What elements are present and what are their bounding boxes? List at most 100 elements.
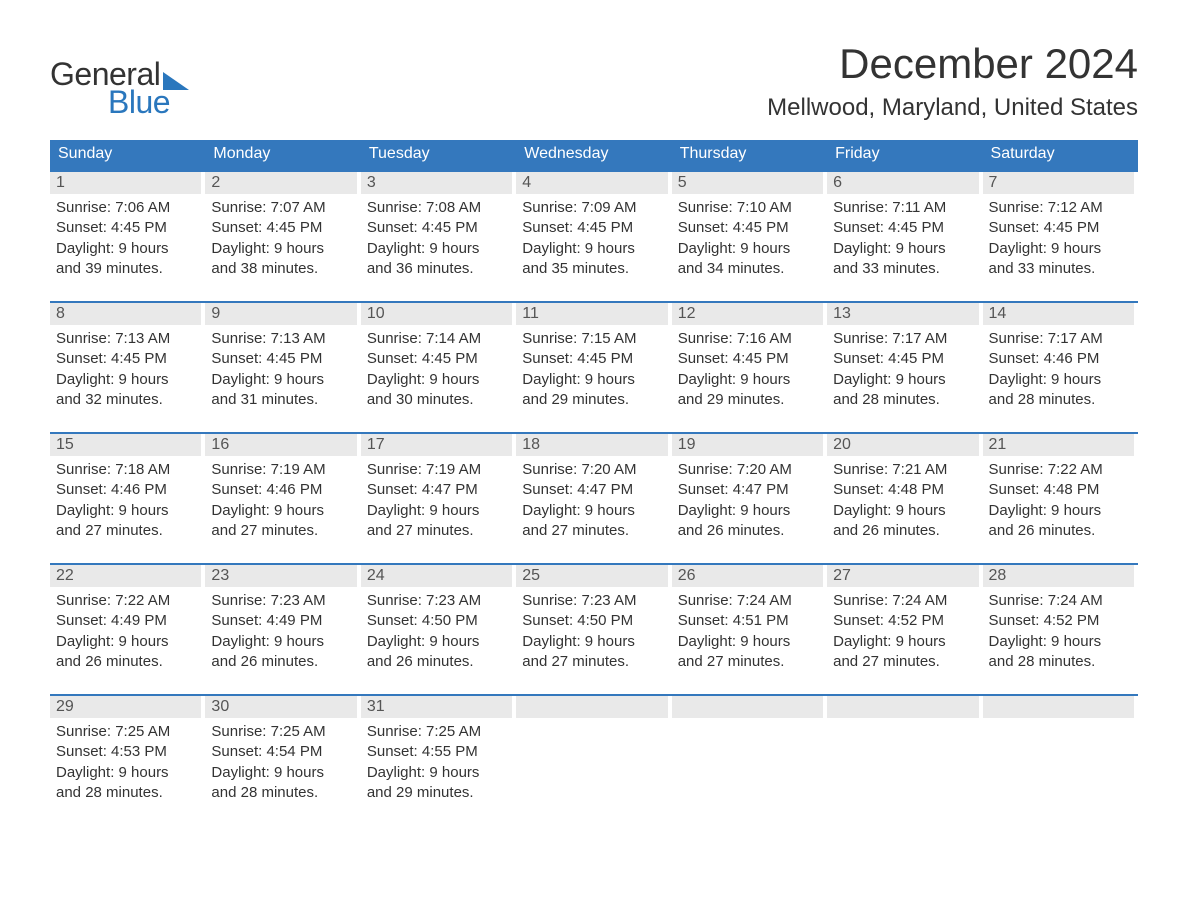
sunrise: Sunrise: 7:13 AM [56, 329, 197, 349]
day-number: 10 [361, 303, 512, 325]
sunrise: Sunrise: 7:23 AM [522, 591, 663, 611]
sunrise: Sunrise: 7:19 AM [367, 460, 508, 480]
logo-word-blue: Blue [108, 86, 189, 118]
sunset: Sunset: 4:45 PM [522, 218, 663, 238]
sunset: Sunset: 4:45 PM [367, 349, 508, 369]
sunset: Sunset: 4:45 PM [56, 349, 197, 369]
day-number: 25 [516, 565, 667, 587]
sunset: Sunset: 4:50 PM [367, 611, 508, 631]
daylight-line1: Daylight: 9 hours [989, 239, 1130, 259]
day-details: Sunrise: 7:17 AMSunset: 4:46 PMDaylight:… [983, 325, 1134, 414]
calendar: Sunday Monday Tuesday Wednesday Thursday… [50, 140, 1138, 807]
day-number: 7 [983, 172, 1134, 194]
daylight-line2: and 31 minutes. [211, 390, 352, 410]
sunrise: Sunrise: 7:19 AM [211, 460, 352, 480]
day-details: Sunrise: 7:06 AMSunset: 4:45 PMDaylight:… [50, 194, 201, 283]
day-details: Sunrise: 7:16 AMSunset: 4:45 PMDaylight:… [672, 325, 823, 414]
daylight-line1: Daylight: 9 hours [56, 632, 197, 652]
daylight-line2: and 32 minutes. [56, 390, 197, 410]
day-cell: 11Sunrise: 7:15 AMSunset: 4:45 PMDayligh… [516, 303, 671, 414]
weeks-container: 1Sunrise: 7:06 AMSunset: 4:45 PMDaylight… [50, 170, 1138, 807]
day-details: Sunrise: 7:23 AMSunset: 4:50 PMDaylight:… [361, 587, 512, 676]
sunrise: Sunrise: 7:15 AM [522, 329, 663, 349]
daylight-line2: and 34 minutes. [678, 259, 819, 279]
weekday-header-row: Sunday Monday Tuesday Wednesday Thursday… [50, 140, 1138, 170]
day-details: Sunrise: 7:10 AMSunset: 4:45 PMDaylight:… [672, 194, 823, 283]
daylight-line2: and 26 minutes. [56, 652, 197, 672]
day-cell: 14Sunrise: 7:17 AMSunset: 4:46 PMDayligh… [983, 303, 1138, 414]
day-number [983, 696, 1134, 718]
day-details: Sunrise: 7:07 AMSunset: 4:45 PMDaylight:… [205, 194, 356, 283]
daylight-line1: Daylight: 9 hours [833, 370, 974, 390]
daylight-line1: Daylight: 9 hours [989, 370, 1130, 390]
day-number: 20 [827, 434, 978, 456]
sunset: Sunset: 4:45 PM [522, 349, 663, 369]
day-cell: 22Sunrise: 7:22 AMSunset: 4:49 PMDayligh… [50, 565, 205, 676]
daylight-line2: and 33 minutes. [989, 259, 1130, 279]
day-number: 28 [983, 565, 1134, 587]
day-cell: 31Sunrise: 7:25 AMSunset: 4:55 PMDayligh… [361, 696, 516, 807]
sunset: Sunset: 4:48 PM [989, 480, 1130, 500]
day-details: Sunrise: 7:19 AMSunset: 4:46 PMDaylight:… [205, 456, 356, 545]
daylight-line1: Daylight: 9 hours [678, 239, 819, 259]
day-number: 19 [672, 434, 823, 456]
day-number: 11 [516, 303, 667, 325]
day-number: 1 [50, 172, 201, 194]
day-number: 12 [672, 303, 823, 325]
weekday-wednesday: Wednesday [516, 140, 671, 170]
day-number: 27 [827, 565, 978, 587]
day-cell [983, 696, 1138, 807]
day-details: Sunrise: 7:12 AMSunset: 4:45 PMDaylight:… [983, 194, 1134, 283]
daylight-line2: and 29 minutes. [522, 390, 663, 410]
page-title: December 2024 [767, 40, 1138, 88]
sunset: Sunset: 4:48 PM [833, 480, 974, 500]
day-cell: 6Sunrise: 7:11 AMSunset: 4:45 PMDaylight… [827, 172, 982, 283]
daylight-line1: Daylight: 9 hours [522, 239, 663, 259]
sunset: Sunset: 4:45 PM [678, 218, 819, 238]
day-cell: 16Sunrise: 7:19 AMSunset: 4:46 PMDayligh… [205, 434, 360, 545]
daylight-line2: and 36 minutes. [367, 259, 508, 279]
daylight-line1: Daylight: 9 hours [56, 501, 197, 521]
day-number: 6 [827, 172, 978, 194]
sunrise: Sunrise: 7:09 AM [522, 198, 663, 218]
day-details: Sunrise: 7:15 AMSunset: 4:45 PMDaylight:… [516, 325, 667, 414]
day-number: 15 [50, 434, 201, 456]
calendar-week: 29Sunrise: 7:25 AMSunset: 4:53 PMDayligh… [50, 694, 1138, 807]
day-cell: 23Sunrise: 7:23 AMSunset: 4:49 PMDayligh… [205, 565, 360, 676]
day-cell: 27Sunrise: 7:24 AMSunset: 4:52 PMDayligh… [827, 565, 982, 676]
day-cell [672, 696, 827, 807]
title-block: December 2024 Mellwood, Maryland, United… [767, 40, 1138, 122]
sunrise: Sunrise: 7:25 AM [211, 722, 352, 742]
sunrise: Sunrise: 7:16 AM [678, 329, 819, 349]
day-details: Sunrise: 7:22 AMSunset: 4:48 PMDaylight:… [983, 456, 1134, 545]
day-cell: 7Sunrise: 7:12 AMSunset: 4:45 PMDaylight… [983, 172, 1138, 283]
sunrise: Sunrise: 7:18 AM [56, 460, 197, 480]
sunrise: Sunrise: 7:25 AM [367, 722, 508, 742]
sunset: Sunset: 4:52 PM [989, 611, 1130, 631]
day-details: Sunrise: 7:19 AMSunset: 4:47 PMDaylight:… [361, 456, 512, 545]
sunset: Sunset: 4:45 PM [833, 218, 974, 238]
sunset: Sunset: 4:54 PM [211, 742, 352, 762]
daylight-line2: and 27 minutes. [678, 652, 819, 672]
day-cell [516, 696, 671, 807]
calendar-week: 22Sunrise: 7:22 AMSunset: 4:49 PMDayligh… [50, 563, 1138, 676]
sunset: Sunset: 4:45 PM [678, 349, 819, 369]
daylight-line1: Daylight: 9 hours [367, 763, 508, 783]
sunrise: Sunrise: 7:08 AM [367, 198, 508, 218]
sunset: Sunset: 4:53 PM [56, 742, 197, 762]
daylight-line1: Daylight: 9 hours [522, 632, 663, 652]
day-cell: 30Sunrise: 7:25 AMSunset: 4:54 PMDayligh… [205, 696, 360, 807]
daylight-line1: Daylight: 9 hours [522, 370, 663, 390]
calendar-week: 15Sunrise: 7:18 AMSunset: 4:46 PMDayligh… [50, 432, 1138, 545]
sunrise: Sunrise: 7:20 AM [678, 460, 819, 480]
sunrise: Sunrise: 7:24 AM [989, 591, 1130, 611]
daylight-line2: and 26 minutes. [678, 521, 819, 541]
daylight-line1: Daylight: 9 hours [56, 763, 197, 783]
day-number: 30 [205, 696, 356, 718]
day-details: Sunrise: 7:20 AMSunset: 4:47 PMDaylight:… [672, 456, 823, 545]
daylight-line1: Daylight: 9 hours [833, 239, 974, 259]
daylight-line2: and 35 minutes. [522, 259, 663, 279]
day-details: Sunrise: 7:13 AMSunset: 4:45 PMDaylight:… [205, 325, 356, 414]
day-cell: 3Sunrise: 7:08 AMSunset: 4:45 PMDaylight… [361, 172, 516, 283]
sunset: Sunset: 4:45 PM [367, 218, 508, 238]
